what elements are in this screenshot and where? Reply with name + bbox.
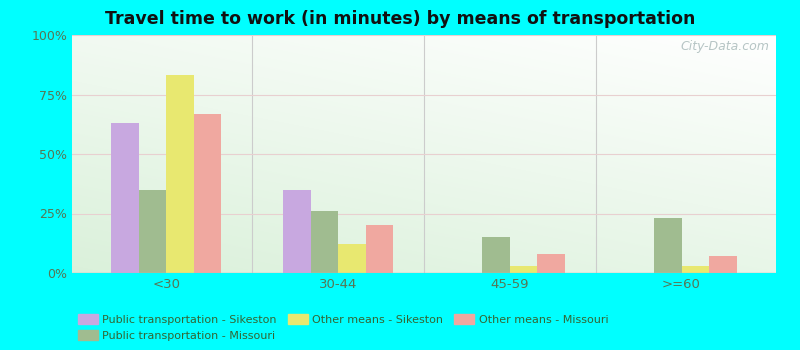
- Bar: [654, 218, 682, 273]
- Bar: [709, 256, 737, 273]
- Bar: [682, 266, 709, 273]
- Bar: [538, 254, 565, 273]
- Bar: [510, 266, 538, 273]
- Text: City-Data.com: City-Data.com: [680, 40, 769, 53]
- Bar: [338, 244, 366, 273]
- Bar: [283, 190, 310, 273]
- Legend: Public transportation - Sikeston, Public transportation - Missouri, Other means : Public transportation - Sikeston, Public…: [78, 314, 608, 341]
- Bar: [166, 76, 194, 273]
- Bar: [194, 113, 222, 273]
- Text: Travel time to work (in minutes) by means of transportation: Travel time to work (in minutes) by mean…: [105, 10, 695, 28]
- Bar: [482, 237, 510, 273]
- Bar: [139, 190, 166, 273]
- Bar: [366, 225, 393, 273]
- Bar: [310, 211, 338, 273]
- Bar: [111, 123, 139, 273]
